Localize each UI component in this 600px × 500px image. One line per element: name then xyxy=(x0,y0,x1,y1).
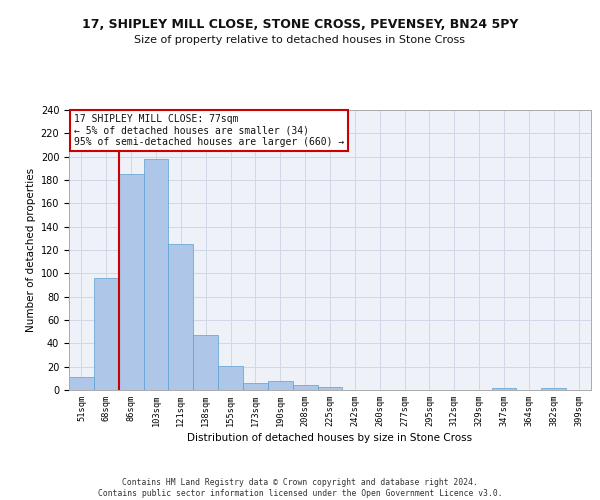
Bar xyxy=(94,278,119,390)
Bar xyxy=(169,244,193,390)
Text: 17 SHIPLEY MILL CLOSE: 77sqm
← 5% of detached houses are smaller (34)
95% of sem: 17 SHIPLEY MILL CLOSE: 77sqm ← 5% of det… xyxy=(74,114,344,148)
Bar xyxy=(541,388,566,390)
Text: Size of property relative to detached houses in Stone Cross: Size of property relative to detached ho… xyxy=(134,35,466,45)
Bar xyxy=(491,388,517,390)
Bar xyxy=(243,383,268,390)
Text: 17, SHIPLEY MILL CLOSE, STONE CROSS, PEVENSEY, BN24 5PY: 17, SHIPLEY MILL CLOSE, STONE CROSS, PEV… xyxy=(82,18,518,30)
Y-axis label: Number of detached properties: Number of detached properties xyxy=(26,168,37,332)
X-axis label: Distribution of detached houses by size in Stone Cross: Distribution of detached houses by size … xyxy=(187,434,473,444)
Bar xyxy=(268,380,293,390)
Bar xyxy=(119,174,143,390)
Bar xyxy=(218,366,243,390)
Bar xyxy=(143,159,169,390)
Bar xyxy=(293,386,317,390)
Bar xyxy=(317,386,343,390)
Text: Contains HM Land Registry data © Crown copyright and database right 2024.
Contai: Contains HM Land Registry data © Crown c… xyxy=(98,478,502,498)
Bar xyxy=(193,335,218,390)
Bar xyxy=(69,377,94,390)
